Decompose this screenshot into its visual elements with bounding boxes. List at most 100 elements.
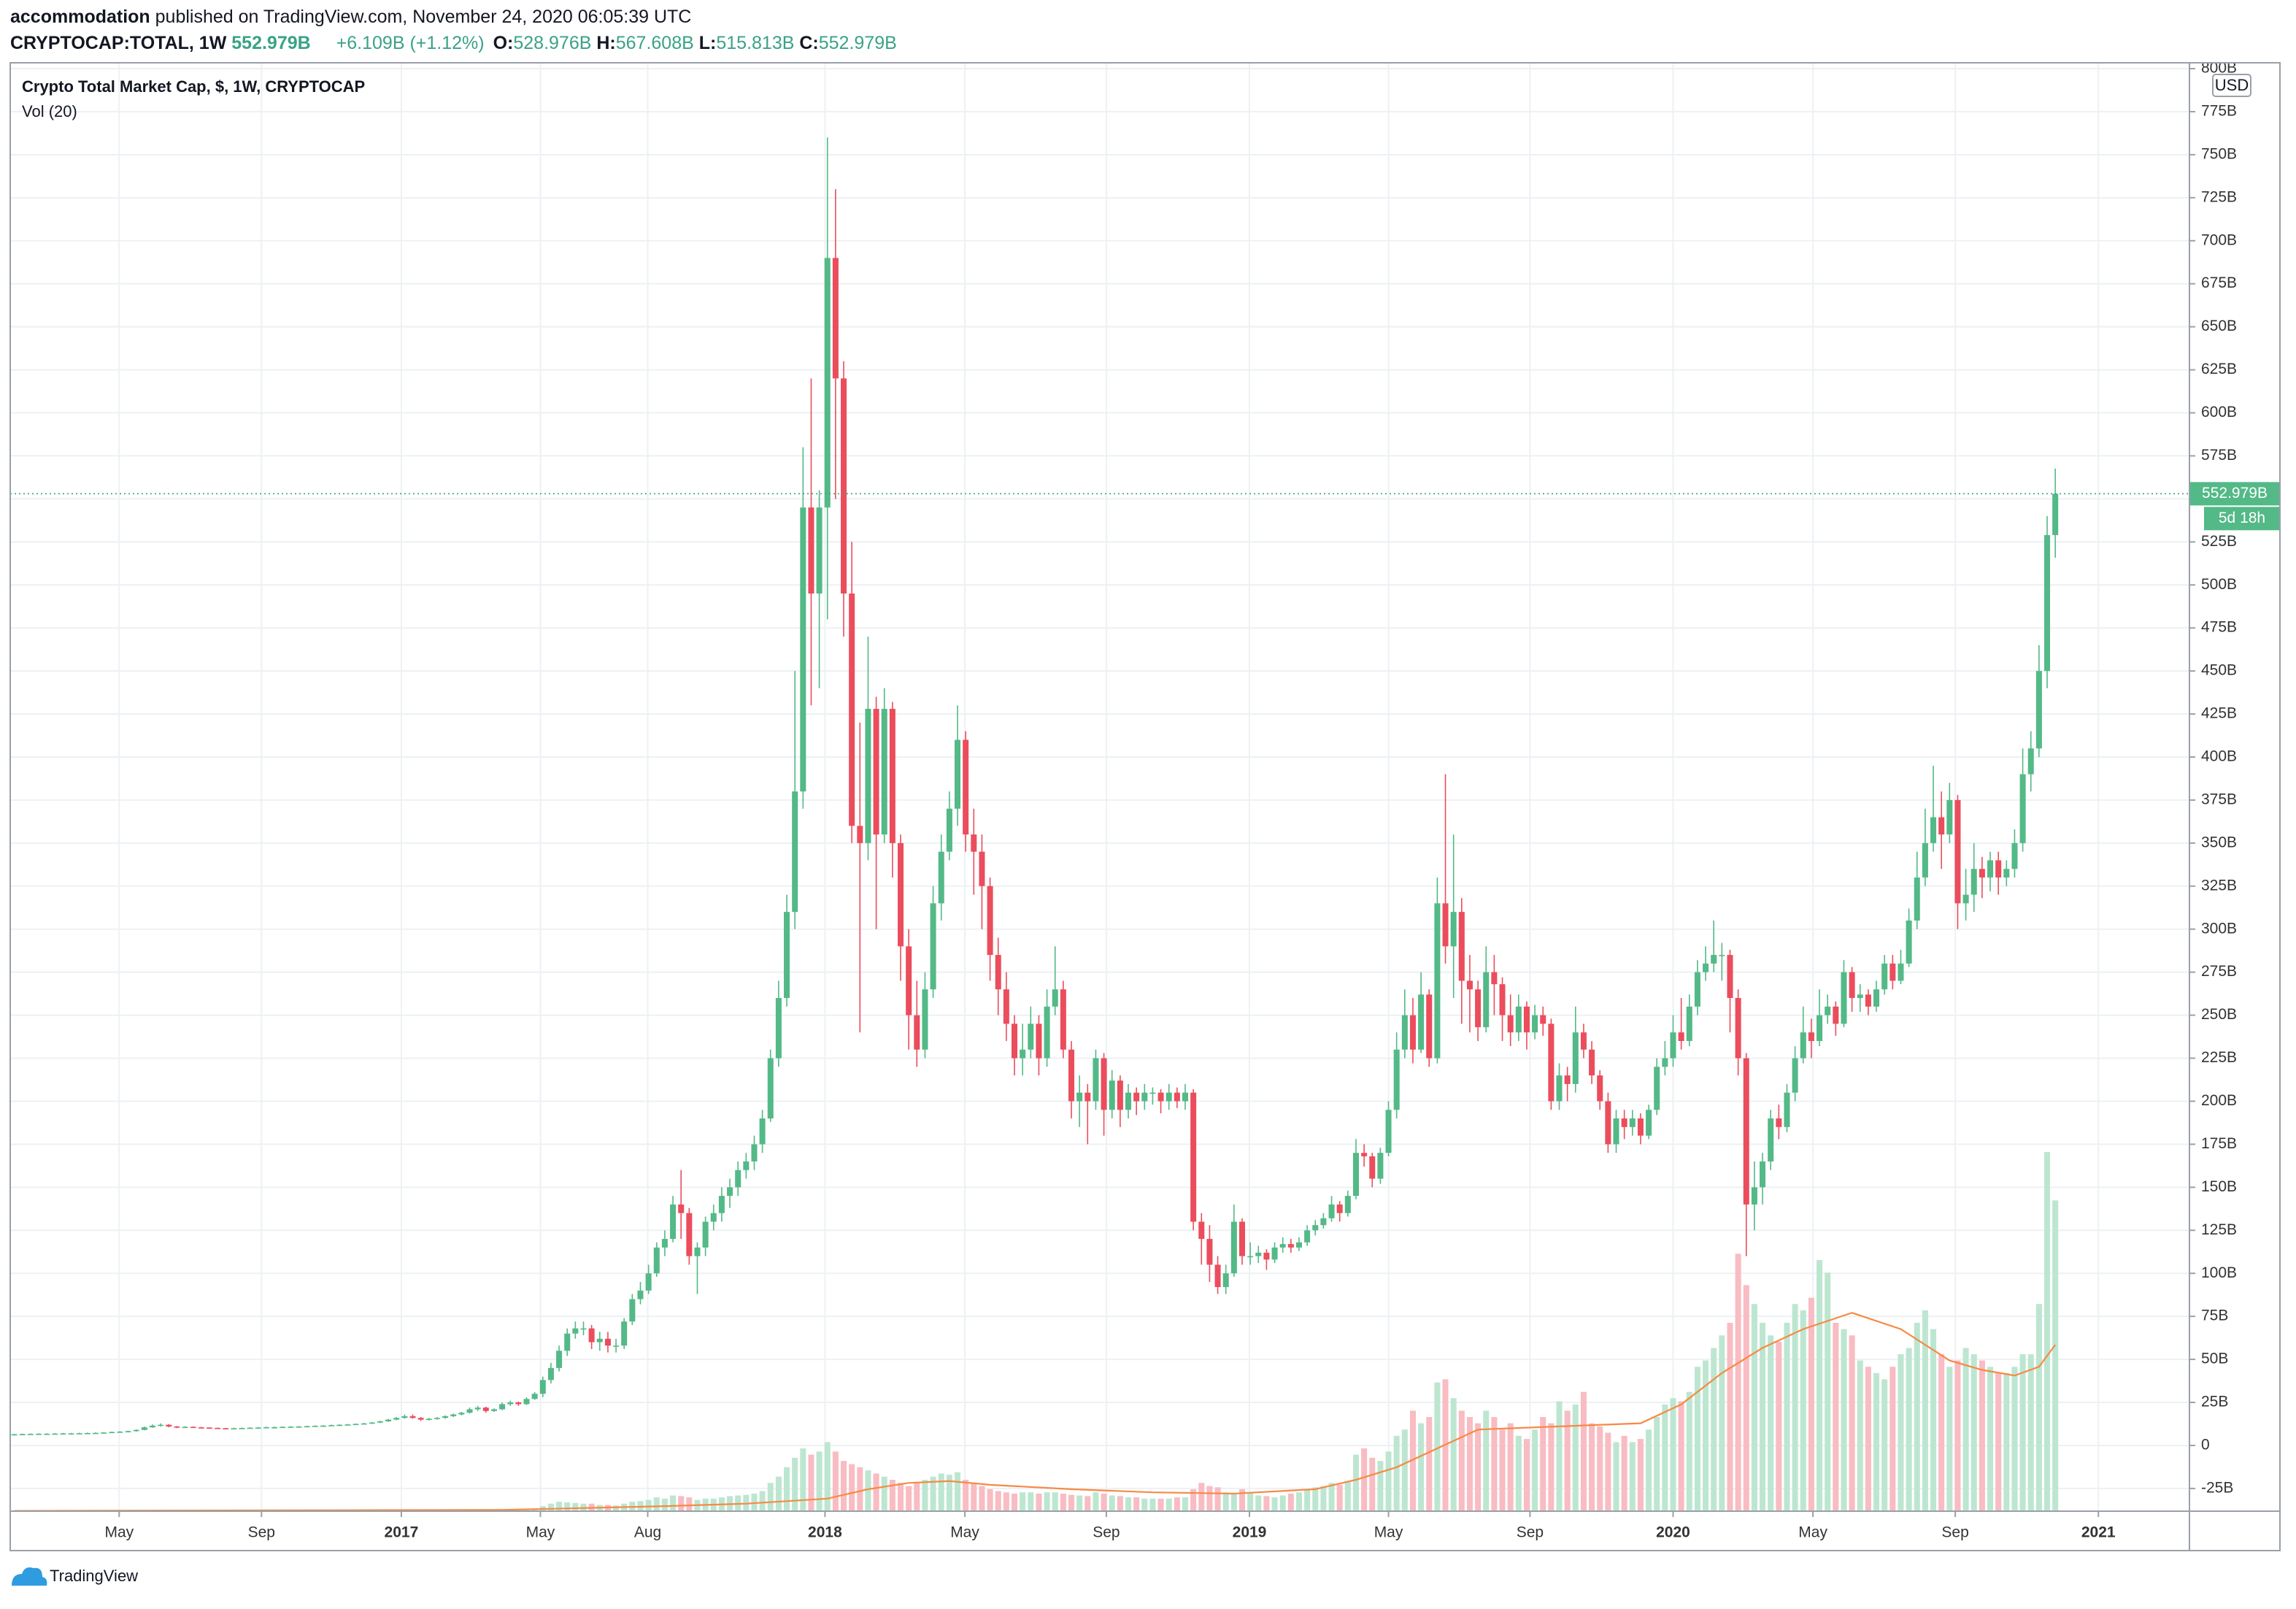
- volume-bar: [1808, 1297, 1814, 1511]
- x-tick-label: May: [526, 1524, 555, 1541]
- y-tick-label: 525B: [2201, 533, 2237, 550]
- volume-bar: [2027, 1354, 2034, 1511]
- candle-body: [808, 507, 814, 594]
- candle-body: [1605, 1101, 1611, 1145]
- candle-body: [1377, 1153, 1384, 1179]
- volume-bar: [1166, 1498, 1172, 1511]
- candle-body: [1125, 1092, 1132, 1110]
- candle-body: [328, 1425, 335, 1426]
- volume-bar: [1198, 1483, 1205, 1511]
- volume-bar: [1044, 1492, 1050, 1511]
- candle-body: [588, 1328, 595, 1343]
- x-tick-label: May: [1374, 1524, 1403, 1541]
- volume-bar: [1580, 1391, 1587, 1511]
- volume-bar: [1458, 1410, 1465, 1511]
- volume-bar: [979, 1486, 985, 1511]
- ohlc-key: O:: [493, 33, 514, 53]
- candle-body: [1247, 1256, 1254, 1258]
- candle-body: [1238, 1221, 1245, 1256]
- candle-body: [539, 1380, 546, 1394]
- published: published on TradingView.com, November 2…: [155, 7, 692, 27]
- volume-bar: [1499, 1429, 1506, 1511]
- y-tick-label: 200B: [2201, 1092, 2237, 1109]
- candle-body: [1727, 955, 1733, 999]
- volume-bar: [1304, 1489, 1311, 1511]
- y-tick-label: 375B: [2201, 791, 2237, 807]
- candle-body: [767, 1058, 774, 1119]
- candle-body: [2011, 842, 2018, 869]
- candle-body: [824, 258, 831, 508]
- volume-bar: [938, 1473, 944, 1511]
- y-tick-label: 75B: [2201, 1307, 2228, 1324]
- candle-body: [1914, 878, 1920, 921]
- candle-body: [1646, 1110, 1652, 1136]
- volume-bar: [653, 1497, 660, 1511]
- candle-body: [751, 1144, 758, 1161]
- candle-body: [1784, 1092, 1790, 1127]
- publish-line: accommodation published on TradingView.c…: [10, 7, 691, 27]
- candle-body: [1719, 955, 1725, 956]
- author: accommodation: [10, 7, 150, 27]
- volume-bar: [556, 1502, 563, 1511]
- candle-body: [1979, 869, 1985, 878]
- volume-bar: [1784, 1323, 1790, 1511]
- currency-box[interactable]: [2212, 74, 2251, 97]
- volume-bar: [1572, 1404, 1579, 1511]
- candle-body: [288, 1426, 294, 1428]
- y-tick-label: 250B: [2201, 1006, 2237, 1023]
- candle-body: [1507, 1015, 1514, 1033]
- volume-bar: [1101, 1493, 1107, 1511]
- candle-body: [1157, 1092, 1164, 1102]
- y-tick-label: 150B: [2201, 1178, 2237, 1195]
- candle-body: [1792, 1058, 1798, 1093]
- candle-body: [1621, 1118, 1627, 1127]
- candle-body: [1743, 1058, 1749, 1205]
- candle-body: [377, 1421, 383, 1423]
- volume-bar: [930, 1476, 936, 1511]
- volume-bar: [564, 1502, 571, 1511]
- candle-body: [523, 1399, 530, 1405]
- candle-body: [1312, 1225, 1319, 1231]
- volume-bar: [1060, 1493, 1066, 1511]
- candle-body: [914, 1015, 920, 1050]
- volume-bar: [2052, 1200, 2059, 1511]
- volume-bar: [1076, 1495, 1083, 1511]
- candle-body: [1532, 1015, 1538, 1033]
- candle-body: [686, 1213, 693, 1256]
- ohlc-value: 515.813B: [716, 33, 794, 53]
- volume-bar: [1036, 1493, 1042, 1511]
- currency[interactable]: USD: [2215, 76, 2249, 94]
- candle-body: [515, 1402, 522, 1405]
- volume-bar: [1515, 1435, 1522, 1511]
- candle-body: [1483, 972, 1490, 1028]
- volume-bar: [1263, 1496, 1270, 1511]
- y-tick-label: -25B: [2201, 1479, 2233, 1496]
- volume-bar: [1361, 1448, 1368, 1511]
- candle-body: [580, 1328, 587, 1330]
- candle-body: [1214, 1264, 1221, 1288]
- candle-body: [1589, 1049, 1595, 1076]
- candle-body: [1393, 1049, 1400, 1110]
- volume-bar: [1255, 1495, 1262, 1511]
- candle-body: [832, 258, 839, 379]
- volume-bar: [963, 1480, 969, 1511]
- volume-bar: [1450, 1398, 1457, 1511]
- candle-body: [385, 1419, 392, 1421]
- candle-body: [393, 1418, 400, 1420]
- volume-bar: [1694, 1367, 1700, 1511]
- volume-bar: [1865, 1367, 1871, 1511]
- candle-body: [1597, 1075, 1603, 1102]
- volume-bar: [759, 1491, 766, 1511]
- candle-body: [1434, 903, 1441, 1059]
- volume-title: Vol (20): [22, 102, 77, 120]
- volume-bar: [832, 1451, 839, 1511]
- candle-body: [1287, 1244, 1294, 1248]
- candle-body: [353, 1424, 359, 1426]
- candle-body: [11, 1434, 18, 1436]
- candle-body: [1295, 1242, 1302, 1248]
- candle-body: [556, 1351, 563, 1368]
- y-tick-label: 100B: [2201, 1264, 2237, 1281]
- volume-bar: [1117, 1496, 1123, 1511]
- volume-bar: [1214, 1487, 1221, 1511]
